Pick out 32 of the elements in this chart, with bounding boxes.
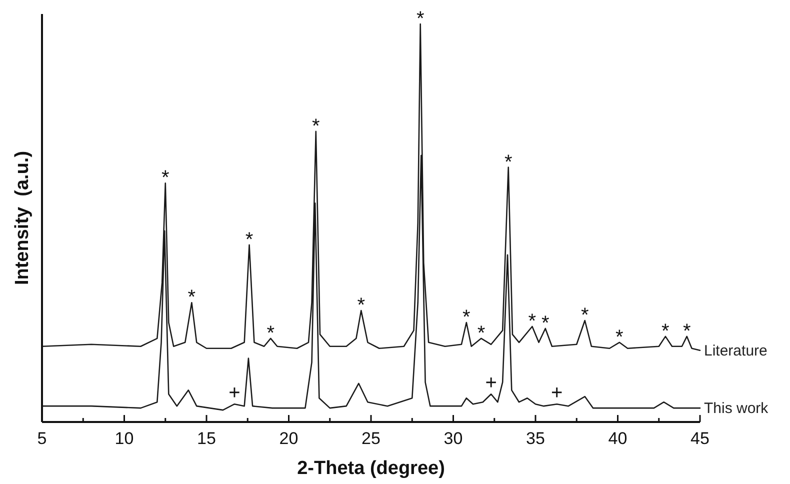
x-tick-label: 10 — [114, 429, 134, 448]
annotation: * — [615, 326, 624, 348]
annotation: * — [682, 320, 691, 342]
x-tick-label: 20 — [279, 429, 298, 448]
annotation: * — [580, 304, 589, 327]
annotation: * — [357, 294, 366, 317]
x-tick-label: 35 — [526, 429, 545, 448]
annotation: * — [477, 322, 486, 344]
x-tick-label: 45 — [690, 429, 710, 448]
annotation: * — [528, 310, 536, 332]
y-axis-title: Intensity (a.u.) — [12, 150, 33, 286]
annotation: * — [541, 312, 550, 334]
annotation: * — [416, 8, 424, 30]
annotation: * — [462, 306, 471, 328]
series-label: Literature — [704, 342, 768, 360]
x-tick-label: 5 — [37, 429, 47, 448]
annotation: * — [266, 322, 275, 344]
x-axis-title: 2-Theta (degree) — [297, 458, 445, 479]
annotation: * — [245, 228, 254, 251]
x-tick-label: 40 — [608, 429, 628, 448]
annotation: + — [551, 382, 563, 404]
annotation: + — [228, 382, 240, 404]
series-label: This work — [704, 400, 769, 418]
annotation: * — [312, 115, 320, 138]
annotation: * — [662, 320, 670, 342]
x-tick-label: 25 — [362, 429, 380, 448]
x-tick-label: 15 — [197, 429, 216, 448]
x-tick-label: 30 — [444, 429, 463, 448]
annotation: * — [188, 286, 196, 309]
annotation: * — [504, 151, 512, 174]
annotation: + — [485, 372, 497, 394]
annotation: * — [161, 167, 170, 190]
